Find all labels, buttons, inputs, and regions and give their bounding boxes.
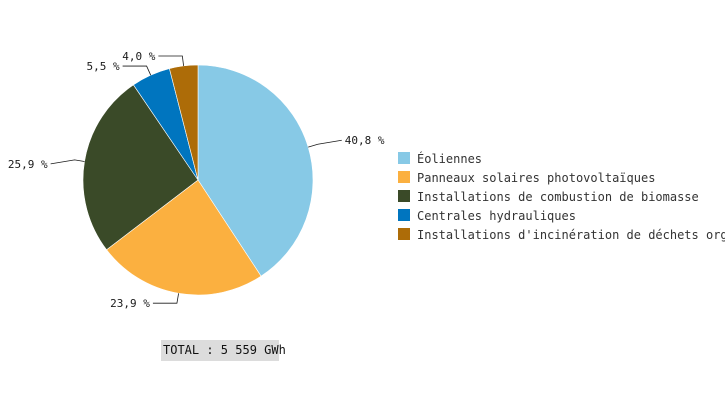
legend-swatch-panneaux-solaires-photovoltaiques bbox=[398, 171, 410, 183]
leader-line-installations-de-combustion-de-biomasse bbox=[50, 159, 85, 165]
total-label: TOTAL : 5 559 GWh bbox=[163, 343, 286, 357]
slice-value-label-installations-d-incineration-de-dechets-organiques: 4,0 % bbox=[122, 50, 155, 63]
slice-value-label-installations-de-combustion-de-biomasse: 25,9 % bbox=[8, 158, 48, 171]
pie-slice-installations-de-combustion-de-biomasse bbox=[82, 84, 199, 251]
legend-item-installations-d-incineration-de-dechets-organiques: Installations d'incinération de déchets … bbox=[398, 228, 725, 242]
total-box: TOTAL : 5 559 GWh bbox=[161, 340, 286, 361]
leader-line-centrales-hydrauliques bbox=[122, 65, 152, 76]
legend-label-panneaux-solaires-photovoltaiques: Panneaux solaires photovoltaïques bbox=[417, 171, 655, 185]
legend-item-eoliennes: Éoliennes bbox=[398, 151, 482, 166]
slice-value-label-eoliennes: 40,8 % bbox=[345, 134, 385, 147]
leader-line-eoliennes bbox=[308, 139, 342, 148]
leader-line-panneaux-solaires-photovoltaiques bbox=[152, 293, 179, 304]
legend-item-panneaux-solaires-photovoltaiques: Panneaux solaires photovoltaïques bbox=[398, 171, 655, 185]
legend-swatch-eoliennes bbox=[398, 152, 410, 164]
leader-line-installations-d-incineration-de-dechets-organiques bbox=[158, 55, 184, 66]
legend-item-centrales-hydrauliques: Centrales hydrauliques bbox=[398, 209, 576, 223]
legend-label-installations-de-combustion-de-biomasse: Installations de combustion de biomasse bbox=[417, 190, 699, 204]
legend: Éoliennes Panneaux solaires photovoltaïqu… bbox=[398, 151, 725, 242]
legend-label-eoliennes: Éoliennes bbox=[417, 151, 482, 166]
legend-swatch-installations-d-incineration-de-dechets-organiques bbox=[398, 228, 410, 240]
legend-label-centrales-hydrauliques: Centrales hydrauliques bbox=[417, 209, 576, 223]
total-box-background bbox=[161, 340, 279, 361]
leader-lines bbox=[50, 55, 342, 304]
slice-value-label-panneaux-solaires-photovoltaiques: 23,9 % bbox=[110, 297, 150, 310]
pie-slices bbox=[82, 64, 314, 296]
legend-label-installations-d-incineration-de-dechets-organiques: Installations d'incinération de déchets … bbox=[417, 228, 725, 242]
slice-value-label-centrales-hydrauliques: 5,5 % bbox=[86, 60, 119, 73]
legend-swatch-centrales-hydrauliques bbox=[398, 209, 410, 221]
pie-slice-panneaux-solaires-photovoltaiques bbox=[106, 179, 262, 296]
slice-value-labels: 40,8 % 23,9 % 25,9 % 5,5 %4,0 % bbox=[8, 50, 385, 310]
legend-item-installations-de-combustion-de-biomasse: Installations de combustion de biomasse bbox=[398, 190, 699, 204]
legend-swatch-installations-de-combustion-de-biomasse bbox=[398, 190, 410, 202]
